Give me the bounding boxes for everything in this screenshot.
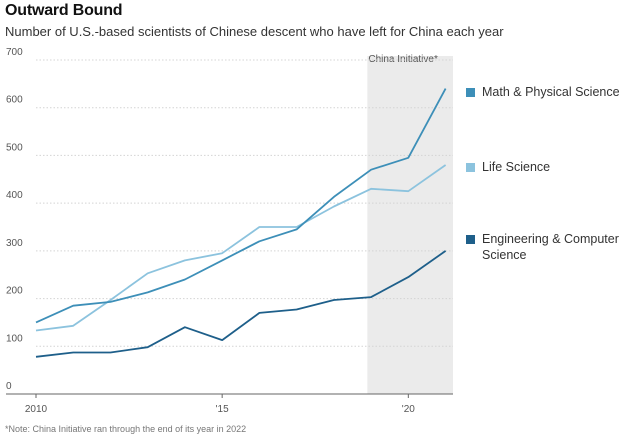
legend-item-engineering-cs: Engineering & Computer Science [466,231,636,263]
y-tick-label-200: 200 [6,286,23,297]
y-tick-label-700: 700 [6,47,23,58]
y-tick-label-300: 300 [6,238,23,249]
legend-item-life-science: Life Science [466,159,636,175]
shaded-region-china-initiative [367,56,453,394]
legend-label-math-physical: Math & Physical Science [482,84,636,100]
x-tick-label-2010: 2010 [25,404,48,415]
legend-swatch-engineering-cs [466,235,475,244]
legend-item-math-physical: Math & Physical Science [466,84,636,100]
y-tick-label-100: 100 [6,333,23,344]
x-tick-label-2020: '20 [402,404,415,415]
footnote: *Note: China Initiative ran through the … [5,424,246,434]
y-tick-label-500: 500 [6,142,23,153]
legend-label-engineering-cs: Engineering & Computer Science [482,231,636,263]
legend-swatch-life-science [466,163,475,172]
y-tick-label-400: 400 [6,190,23,201]
legend-label-life-science: Life Science [482,159,636,175]
legend-swatch-math-physical [466,88,475,97]
y-tick-label-600: 600 [6,95,23,106]
shaded-region-label: China Initiative* [368,54,438,65]
y-tick-label-0: 0 [6,381,12,392]
x-tick-label-2015: '15 [216,404,229,415]
